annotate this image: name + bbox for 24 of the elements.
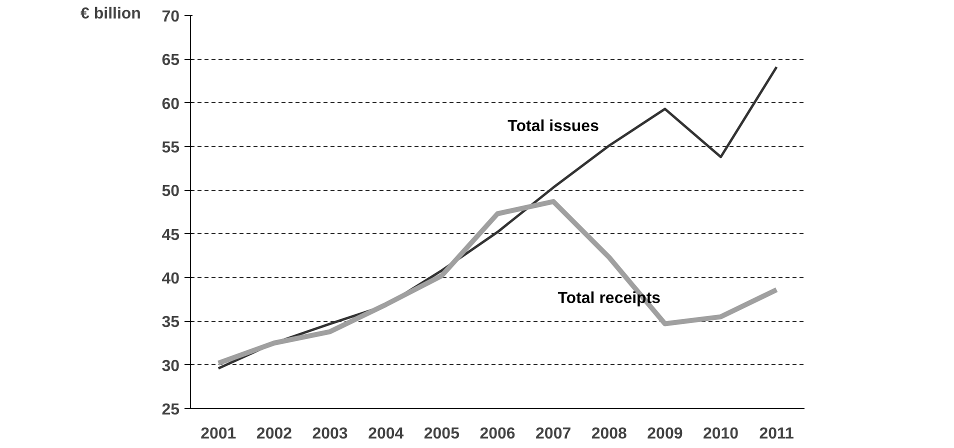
x-tick-label: 2006 bbox=[480, 426, 516, 442]
y-tick-label: 30 bbox=[162, 358, 180, 375]
x-tick-label: 2008 bbox=[591, 426, 628, 442]
y-tick-label: 55 bbox=[162, 140, 180, 156]
y-tick-label: 60 bbox=[162, 96, 180, 113]
x-tick-label: 2011 bbox=[759, 426, 794, 442]
y-tick-label: 70 bbox=[162, 8, 180, 26]
y-axis-title: € billion bbox=[80, 6, 141, 22]
x-tick-label: 2002 bbox=[256, 426, 292, 442]
series-label: Total issues bbox=[508, 118, 600, 136]
x-tick-label: 2001 bbox=[200, 426, 236, 442]
y-tick-label: 35 bbox=[162, 314, 180, 332]
y-tick-label: 45 bbox=[162, 226, 180, 244]
x-tick-label: 2010 bbox=[702, 426, 739, 442]
x-tick-label: 2003 bbox=[312, 426, 348, 442]
x-tick-label: 2007 bbox=[536, 426, 572, 442]
x-tick-label: 2009 bbox=[647, 426, 683, 442]
y-tick-label: 40 bbox=[162, 270, 180, 288]
y-tick-label: 25 bbox=[162, 402, 180, 418]
series-label: Total receipts bbox=[558, 290, 661, 308]
x-tick-label: 2004 bbox=[368, 426, 404, 442]
y-tick-label: 65 bbox=[162, 52, 180, 70]
x-tick-label: 2005 bbox=[424, 426, 460, 442]
y-tick-label: 50 bbox=[162, 183, 180, 200]
